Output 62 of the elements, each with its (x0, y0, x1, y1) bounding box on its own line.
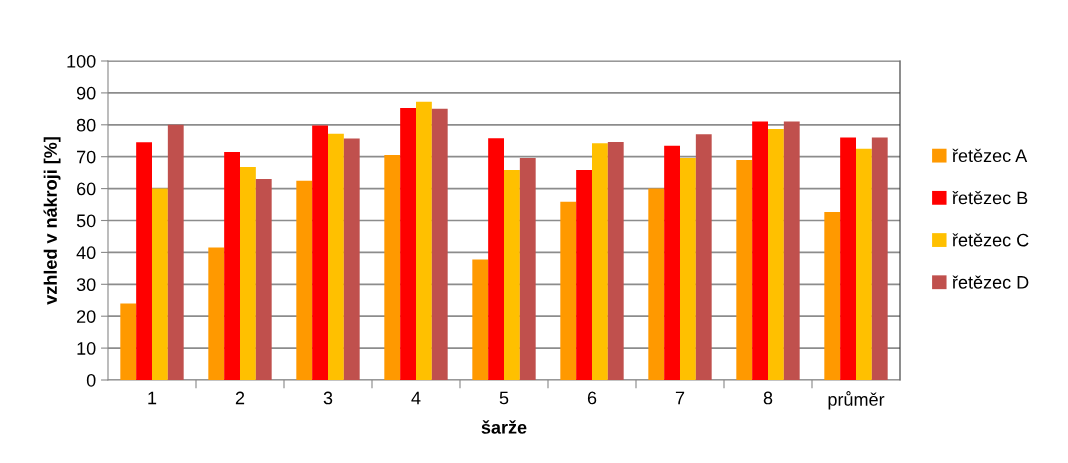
bar (240, 166, 256, 380)
bar (343, 138, 360, 380)
bar (472, 259, 489, 380)
bar (136, 142, 152, 380)
y-axis-title: vzhled v nákroji [%] (43, 137, 61, 305)
x-tick-label: průměr (828, 391, 885, 410)
bar (560, 201, 577, 380)
x-axis-title: šarže (481, 420, 527, 434)
bar (519, 157, 536, 380)
legend-label: řetězec D (952, 275, 1029, 289)
x-tick-label: 6 (587, 391, 597, 405)
legend-label: řetězec A (952, 148, 1028, 163)
bar (120, 303, 137, 380)
bar (400, 107, 416, 380)
bar (840, 137, 856, 380)
bar (736, 159, 753, 380)
y-tick-label: 50 (76, 214, 96, 228)
legend-label: řetězec B (952, 190, 1028, 205)
bar (488, 138, 504, 380)
bar (504, 170, 520, 380)
bar (152, 188, 168, 380)
bar (592, 143, 608, 380)
x-tick-label: 7 (675, 391, 685, 405)
legend-label: řetězec C (952, 233, 1029, 247)
x-tick-label: 3 (323, 391, 333, 405)
bar (607, 142, 624, 380)
bar (752, 121, 768, 380)
bar (680, 157, 696, 380)
bar (416, 101, 432, 380)
bar (768, 128, 784, 380)
y-tick-label: 40 (76, 246, 96, 260)
bar (224, 151, 240, 380)
y-tick-label: 80 (76, 118, 96, 132)
y-tick-label: 100 (67, 54, 96, 68)
bar (431, 108, 448, 380)
bar (167, 124, 184, 380)
y-tick-label: 0 (86, 373, 96, 387)
bar (695, 134, 712, 380)
x-tick-label: 2 (235, 391, 245, 405)
bar (312, 125, 328, 380)
x-tick-label: 4 (411, 391, 421, 405)
bar (296, 180, 313, 380)
bar (328, 133, 344, 380)
bar (856, 148, 872, 380)
x-tick-label: 8 (763, 391, 773, 405)
bar (783, 121, 800, 380)
bar (648, 188, 665, 380)
y-tick-label: 30 (76, 278, 96, 292)
bar (871, 137, 888, 380)
x-tick-label: 1 (148, 391, 157, 405)
y-tick-label: 20 (77, 310, 96, 323)
bar (208, 247, 225, 380)
bar (664, 145, 680, 380)
y-tick-label: 90 (76, 86, 96, 100)
y-tick-label: 70 (77, 150, 96, 164)
bar (576, 170, 592, 380)
bar (824, 211, 841, 380)
y-tick-label: 60 (77, 182, 96, 196)
bar (384, 155, 401, 380)
x-tick-label: 5 (499, 391, 509, 405)
bar (255, 179, 272, 380)
y-tick-label: 10 (77, 342, 96, 355)
